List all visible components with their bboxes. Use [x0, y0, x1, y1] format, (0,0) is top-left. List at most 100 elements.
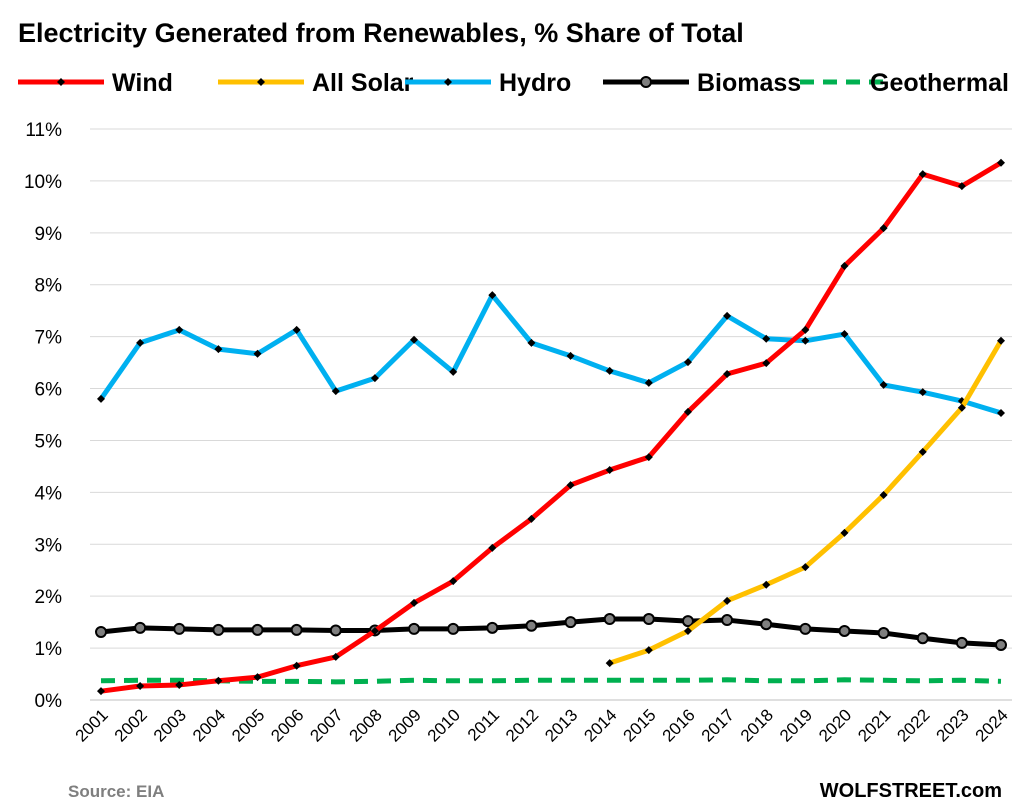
x-tick-label: 2023: [933, 705, 973, 745]
data-point: [410, 598, 419, 607]
data-point: [916, 632, 929, 645]
legend-marker: [57, 78, 65, 86]
data-point: [879, 380, 888, 389]
x-tick-label: 2021: [854, 705, 894, 745]
legend-marker: [444, 78, 452, 86]
data-point: [605, 659, 614, 668]
series-line: [98, 160, 1004, 694]
legend-item: Wind: [18, 69, 173, 97]
chart-title: Electricity Generated from Renewables, %…: [18, 18, 744, 48]
data-point: [410, 335, 419, 344]
y-tick-label: 6%: [35, 380, 63, 401]
data-point: [801, 563, 810, 572]
y-tick-label: 2%: [35, 587, 63, 608]
data-point: [449, 577, 458, 586]
y-tick-label: 0%: [35, 691, 63, 712]
data-point: [408, 622, 421, 635]
data-point: [253, 673, 262, 682]
legend-label: Geothermal: [870, 69, 1009, 97]
data-point: [760, 618, 773, 631]
series-all-solar: [605, 336, 1005, 668]
data-point: [175, 680, 184, 689]
x-tick-label: 2009: [385, 705, 425, 745]
data-point: [136, 681, 145, 690]
legend-label: Wind: [112, 69, 173, 97]
data-point: [527, 338, 536, 347]
series-line: [607, 338, 1004, 666]
x-tick-label: 2024: [972, 705, 1012, 745]
series-biomass: [95, 613, 1007, 651]
data-point: [566, 351, 575, 360]
x-tick-label: 2015: [619, 705, 659, 745]
x-tick-label: 2020: [815, 705, 855, 745]
legend-marker: [640, 76, 652, 88]
legend: Wind All Solar Hydro Biomass Geothermal: [18, 69, 1009, 97]
y-tick-label: 1%: [35, 639, 63, 660]
data-point: [955, 636, 968, 649]
data-point: [644, 646, 653, 655]
x-tick-label: 2004: [189, 705, 229, 745]
data-point: [97, 687, 105, 696]
data-point: [486, 621, 499, 634]
data-point: [681, 615, 694, 628]
data-point: [527, 514, 536, 523]
data-point: [644, 378, 653, 387]
data-point: [134, 621, 147, 634]
x-tick-label: 2001: [72, 705, 112, 745]
data-point: [879, 490, 888, 499]
x-tick-label: 2002: [111, 705, 151, 745]
data-point: [605, 466, 614, 475]
data-point: [683, 626, 692, 635]
data-point: [175, 325, 184, 334]
legend-item: Geothermal: [800, 69, 1009, 97]
data-point: [488, 291, 497, 300]
data-point: [329, 624, 342, 637]
data-point: [212, 623, 225, 636]
data-point: [214, 345, 223, 354]
data-point: [214, 676, 223, 685]
x-tick-label: 2005: [228, 705, 268, 745]
y-tick-label: 3%: [35, 535, 63, 556]
data-point: [957, 403, 966, 412]
data-point: [564, 616, 577, 629]
data-point: [488, 543, 497, 552]
data-point: [292, 661, 301, 670]
x-tick-label: 2011: [464, 705, 503, 744]
series-line: [98, 292, 1004, 416]
y-tick-label: 10%: [24, 172, 62, 193]
data-point: [801, 325, 810, 334]
data-point: [173, 622, 186, 635]
source-label: Source: EIA: [68, 782, 165, 801]
data-point: [136, 338, 145, 347]
data-point: [292, 325, 301, 334]
data-point: [838, 624, 851, 637]
data-point: [840, 330, 849, 339]
x-tick-label: 2006: [267, 705, 307, 745]
data-point: [840, 528, 849, 537]
data-point: [918, 170, 927, 179]
legend-item: Hydro: [405, 69, 571, 97]
data-point: [762, 580, 771, 589]
data-point: [918, 447, 927, 456]
x-tick-label: 2016: [659, 705, 699, 745]
x-tick-label: 2010: [424, 705, 464, 745]
data-point: [642, 613, 655, 626]
brand-label: WOLFSTREET.com: [819, 780, 1002, 802]
data-point: [370, 626, 379, 635]
data-point: [997, 158, 1005, 167]
data-point: [683, 358, 692, 367]
data-point: [840, 262, 849, 271]
data-point: [801, 336, 810, 345]
legend-item: All Solar: [218, 69, 414, 97]
data-point: [995, 638, 1007, 651]
data-point: [721, 614, 734, 627]
legend-marker: [257, 78, 265, 86]
data-point: [799, 622, 812, 635]
data-point: [97, 394, 105, 403]
x-tick-label: 2003: [150, 705, 190, 745]
y-tick-label: 7%: [35, 328, 63, 349]
y-tick-label: 8%: [35, 276, 63, 297]
data-point: [290, 623, 303, 636]
